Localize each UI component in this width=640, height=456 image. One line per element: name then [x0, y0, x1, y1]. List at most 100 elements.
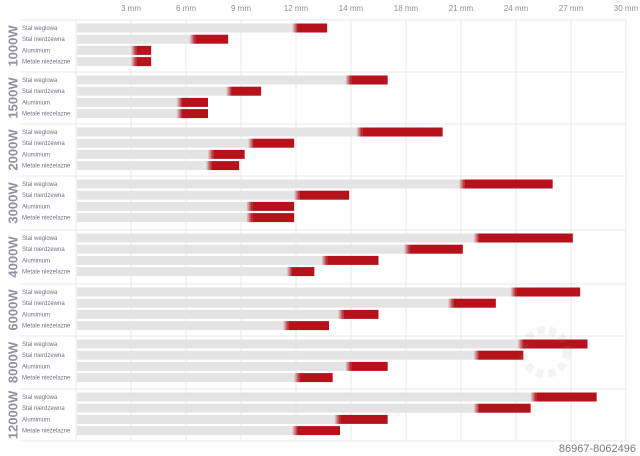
bar-gradient — [246, 213, 253, 223]
row-label: Metale nieżelazne — [22, 60, 71, 66]
bar-red — [136, 45, 152, 55]
watermark-gear-icon — [519, 326, 571, 378]
bar-red — [299, 190, 350, 200]
row-label: Stal weglowa — [22, 395, 58, 401]
bar-grey — [77, 339, 522, 349]
bar-gradient — [447, 298, 454, 308]
bar-gradient — [337, 309, 344, 319]
row-label: Aluminium — [22, 100, 50, 106]
bar-grey — [77, 373, 298, 383]
bar-gradient — [130, 45, 137, 55]
x-tick-label: 27 mm — [559, 4, 584, 13]
row-label: Metale nieżelazne — [22, 429, 71, 435]
bar-red — [211, 161, 240, 171]
bar-grey — [77, 403, 478, 413]
row-label: Stal nierdzewna — [22, 89, 65, 95]
bar-red — [182, 97, 208, 107]
power-label: 1500W — [6, 77, 21, 119]
group-3000w: 3000W Stal weglowa Stal nierdzewna Aluminiu… — [6, 179, 553, 224]
bar-red — [213, 149, 245, 159]
bar-grey — [77, 309, 342, 319]
bar-gradient — [286, 267, 293, 277]
bar-red — [195, 34, 229, 44]
bar-grey — [77, 127, 361, 137]
bar-gradient — [248, 138, 254, 148]
bar-red — [254, 138, 295, 148]
row-label: Stal nierdzewna — [22, 353, 65, 359]
bar-grey — [77, 109, 181, 119]
bar-grey — [77, 361, 350, 371]
bar-red — [252, 213, 295, 223]
bar-red — [351, 75, 388, 85]
row-label: Metale nieżelazne — [22, 216, 71, 222]
row-label: Metale nieżelazne — [22, 376, 71, 382]
row-label: Aluminium — [22, 364, 50, 370]
bar-grey — [77, 23, 296, 33]
bar-gradient — [458, 179, 465, 189]
bar-gradient — [403, 244, 410, 254]
row-label: Metale nieżelazne — [22, 164, 71, 170]
row-label: Stal nierdzewna — [22, 37, 65, 43]
bar-grey — [77, 97, 181, 107]
power-label: 3000W — [6, 182, 21, 224]
bar-gradient — [246, 201, 253, 211]
bar-red — [299, 373, 333, 383]
bar-gradient — [293, 190, 300, 200]
bar-red — [516, 287, 581, 297]
row-label: Aluminium — [22, 204, 50, 210]
bar-gradient — [205, 161, 212, 171]
row-label: Aluminium — [22, 417, 50, 423]
row-label: Stal nierdzewna — [22, 406, 65, 412]
bar-grey — [77, 138, 252, 148]
group-1000w: 1000W Stal weglowa Stal nierdzewna Aluminiu… — [6, 23, 328, 67]
bar-gradient — [207, 149, 214, 159]
bar-red — [252, 201, 295, 211]
bar-gradient — [293, 373, 300, 383]
bar-red — [343, 309, 379, 319]
bar-red — [464, 179, 553, 189]
bar-red — [479, 403, 531, 413]
row-label: Stal weglowa — [22, 236, 58, 242]
bar-grey — [77, 321, 287, 331]
bar-gradient — [510, 287, 517, 297]
row-label: Metale nieżelazne — [22, 324, 71, 330]
bar-gradient — [176, 109, 183, 119]
bar-gradient — [189, 34, 196, 44]
group-4000w: 4000W Stal weglowa Stal nierdzewna Aluminiu… — [6, 233, 573, 278]
bar-grey — [77, 34, 194, 44]
x-tick-label: 14 mm — [339, 4, 364, 13]
bar-red — [453, 298, 496, 308]
bar-red — [182, 109, 208, 119]
bar-red — [298, 426, 340, 436]
bar-grey — [77, 392, 535, 402]
row-label: Stal weglowa — [22, 78, 58, 84]
row-label: Stal weglowa — [22, 26, 58, 32]
row-label: Aluminium — [22, 258, 50, 264]
bar-grey — [77, 45, 135, 55]
x-tick-label: 30 mm — [614, 4, 639, 13]
bar-grey — [77, 233, 478, 243]
power-label: 6000W — [6, 289, 21, 331]
bar-gradient — [292, 23, 298, 33]
bar-grey — [77, 414, 339, 424]
bar-red — [479, 350, 524, 360]
row-label: Stal weglowa — [22, 182, 58, 188]
bar-red — [523, 339, 588, 349]
x-tick-label: 24 mm — [504, 4, 529, 13]
bar-gradient — [226, 86, 232, 96]
bar-red — [288, 321, 329, 331]
bar-gradient — [176, 97, 183, 107]
bar-gradient — [473, 233, 480, 243]
bar-red — [292, 267, 315, 277]
power-label: 1000W — [6, 25, 21, 67]
bar-grey — [77, 57, 135, 67]
bar-grey — [77, 298, 452, 308]
bar-gradient — [473, 403, 480, 413]
bar-gradient — [473, 350, 480, 360]
x-tick-label: 3 mm — [121, 4, 141, 13]
x-tick-label: 18 mm — [394, 4, 419, 13]
group-8000w: 8000W Stal weglowa Stal nierdzewna Aluminiu… — [6, 339, 588, 383]
group-6000w: 6000W Stal weglowa Stal nierdzewna Aluminiu… — [6, 287, 581, 331]
